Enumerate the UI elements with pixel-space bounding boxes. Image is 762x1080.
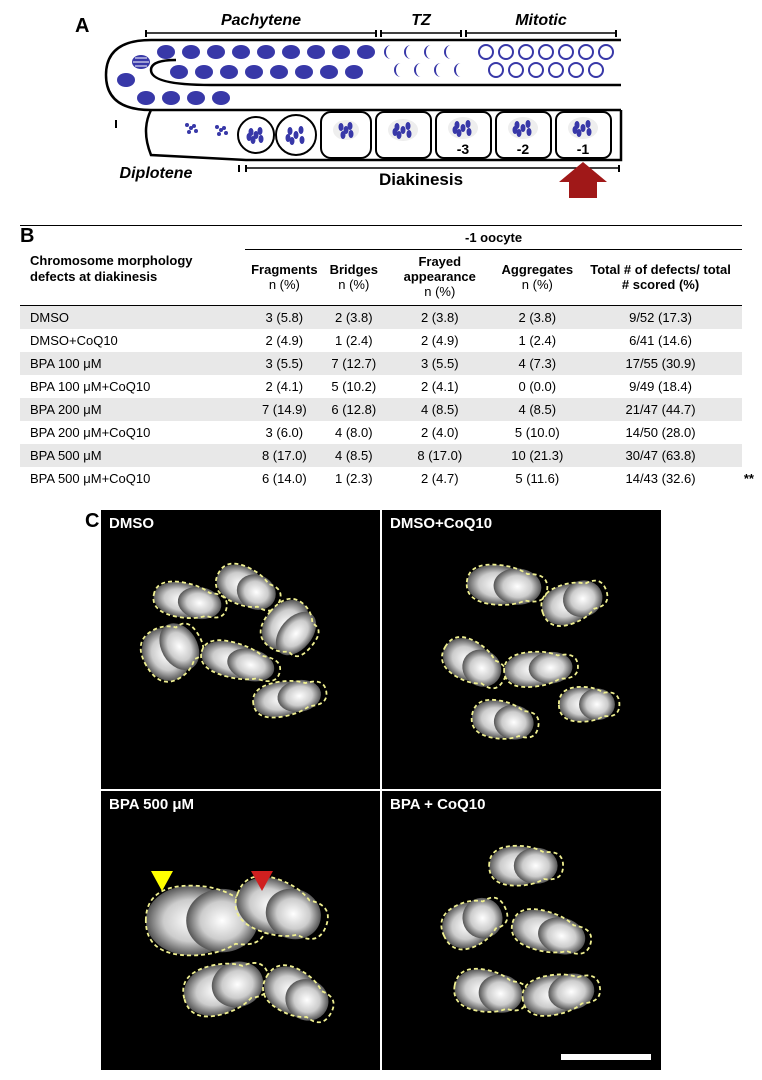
table-cell: 5 (10.2) bbox=[324, 375, 384, 398]
chromosome-render bbox=[382, 791, 661, 1070]
micrograph-label: DMSO bbox=[109, 515, 154, 532]
panel-b-label: B bbox=[20, 225, 34, 248]
tz-nuclei bbox=[384, 45, 461, 77]
chromosome-render bbox=[382, 510, 661, 789]
table-title-right: -1 oocyte bbox=[245, 226, 742, 250]
micrograph-2: BPA 500 μM bbox=[101, 791, 380, 1070]
table-cell: 2 (4.0) bbox=[384, 421, 496, 444]
table-cell: BPA 100 μM bbox=[20, 352, 245, 375]
table-cell: 9/52 (17.3) bbox=[579, 306, 742, 330]
defects-table: Chromosome morphology defects at diakine… bbox=[20, 225, 742, 490]
table-row: BPA 500 μM+CoQ106 (14.0)1 (2.3)2 (4.7)5 … bbox=[20, 467, 742, 490]
panel-a-diagram: A Pachytene TZ Mitotic bbox=[20, 10, 742, 210]
table-row: BPA 500 μM8 (17.0)4 (8.5)8 (17.0)10 (21.… bbox=[20, 444, 742, 467]
table-row: BPA 200 μM7 (14.9)6 (12.8)4 (8.5)4 (8.5)… bbox=[20, 398, 742, 421]
table-cell: 1 (2.4) bbox=[496, 329, 580, 352]
table-cell: 30/47 (63.8) bbox=[579, 444, 742, 467]
table-cell: 6 (14.0) bbox=[245, 467, 323, 490]
column-header: Fragmentsn (%) bbox=[245, 250, 323, 306]
stage-diplotene: Diplotene bbox=[120, 165, 193, 182]
table-cell: DMSO+CoQ10 bbox=[20, 329, 245, 352]
column-header: Aggregatesn (%) bbox=[496, 250, 580, 306]
stage-pachytene: Pachytene bbox=[221, 12, 301, 29]
table-cell: 5 (10.0) bbox=[496, 421, 580, 444]
table-cell: 4 (8.5) bbox=[384, 398, 496, 421]
micrograph-0: DMSO bbox=[101, 510, 380, 789]
table-cell: 0 (0.0) bbox=[496, 375, 580, 398]
table-cell: 4 (8.5) bbox=[496, 398, 580, 421]
table-cell: 14/50 (28.0) bbox=[579, 421, 742, 444]
table-cell: 4 (7.3) bbox=[496, 352, 580, 375]
table-cell: BPA 100 μM+CoQ10 bbox=[20, 375, 245, 398]
table-cell: 3 (5.8) bbox=[245, 306, 323, 330]
table-cell: 14/43 (32.6)** bbox=[579, 467, 742, 490]
chromosome-render bbox=[101, 510, 380, 789]
micrograph-label: BPA 500 μM bbox=[109, 796, 194, 813]
table-cell: 8 (17.0) bbox=[245, 444, 323, 467]
arrowhead-icon bbox=[151, 871, 173, 891]
table-cell: 7 (14.9) bbox=[245, 398, 323, 421]
mitotic-nuclei bbox=[479, 45, 613, 77]
table-cell: 17/55 (30.9) bbox=[579, 352, 742, 375]
table-cell: 2 (3.8) bbox=[324, 306, 384, 330]
table-cell: 9/49 (18.4) bbox=[579, 375, 742, 398]
table-cell: 6/41 (14.6) bbox=[579, 329, 742, 352]
table-cell: 2 (4.9) bbox=[384, 329, 496, 352]
table-cell: 2 (4.7) bbox=[384, 467, 496, 490]
table-row: DMSO3 (5.8)2 (3.8)2 (3.8)2 (3.8)9/52 (17… bbox=[20, 306, 742, 330]
column-header: Bridgesn (%) bbox=[324, 250, 384, 306]
micrograph-1: DMSO+CoQ10 bbox=[382, 510, 661, 789]
svg-text:-1: -1 bbox=[577, 141, 590, 157]
micrograph-3: BPA + CoQ10 bbox=[382, 791, 661, 1070]
table-cell: 21/47 (44.7) bbox=[579, 398, 742, 421]
table-cell: 6 (12.8) bbox=[324, 398, 384, 421]
panel-b-table: B Chromosome morphology defects at diaki… bbox=[20, 225, 742, 490]
micrograph-label: DMSO+CoQ10 bbox=[390, 515, 492, 532]
diakinesis-oocytes: -3 -2 -1 bbox=[238, 112, 611, 158]
table-cell: BPA 500 μM bbox=[20, 444, 245, 467]
pachytene-nuclei bbox=[117, 45, 375, 105]
table-row: BPA 100 μM+CoQ102 (4.1)5 (10.2)2 (4.1)0 … bbox=[20, 375, 742, 398]
table-cell: 2 (4.9) bbox=[245, 329, 323, 352]
table-cell: 1 (2.4) bbox=[324, 329, 384, 352]
table-cell: 2 (4.1) bbox=[245, 375, 323, 398]
chromosome-render bbox=[101, 791, 380, 1070]
panel-c-micrographs: C DMSO DMSO+CoQ10 BPA 500 μM BPA + CoQ10 bbox=[20, 510, 742, 1070]
column-header: Frayed appearancen (%) bbox=[384, 250, 496, 306]
scale-bar bbox=[561, 1054, 651, 1060]
table-cell: 5 (11.6) bbox=[496, 467, 580, 490]
panel-c-label: C bbox=[85, 510, 99, 533]
table-cell: 4 (8.0) bbox=[324, 421, 384, 444]
table-cell: BPA 200 μM bbox=[20, 398, 245, 421]
table-cell: BPA 500 μM+CoQ10 bbox=[20, 467, 245, 490]
stage-tz: TZ bbox=[411, 12, 432, 29]
svg-text:-3: -3 bbox=[457, 141, 470, 157]
arrowhead-icon bbox=[251, 871, 273, 891]
table-cell: 3 (6.0) bbox=[245, 421, 323, 444]
table-title-left: Chromosome morphology defects at diakine… bbox=[30, 247, 239, 284]
table-cell: 2 (3.8) bbox=[384, 306, 496, 330]
table-row: DMSO+CoQ102 (4.9)1 (2.4)2 (4.9)1 (2.4)6/… bbox=[20, 329, 742, 352]
stage-mitotic: Mitotic bbox=[515, 12, 567, 29]
table-cell: 2 (3.8) bbox=[496, 306, 580, 330]
table-cell: 1 (2.3) bbox=[324, 467, 384, 490]
table-cell: 3 (5.5) bbox=[384, 352, 496, 375]
micrograph-label: BPA + CoQ10 bbox=[390, 796, 485, 813]
table-cell: 4 (8.5) bbox=[324, 444, 384, 467]
panel-a-label: A bbox=[75, 15, 89, 38]
gonad-diagram: Pachytene TZ Mitotic bbox=[91, 10, 671, 200]
table-cell: DMSO bbox=[20, 306, 245, 330]
table-cell: 2 (4.1) bbox=[384, 375, 496, 398]
table-row: BPA 200 μM+CoQ103 (6.0)4 (8.0)2 (4.0)5 (… bbox=[20, 421, 742, 444]
diplotene-nuclei bbox=[185, 123, 228, 136]
svg-text:-2: -2 bbox=[517, 141, 530, 157]
table-cell: BPA 200 μM+CoQ10 bbox=[20, 421, 245, 444]
column-header: Total # of defects/ total # scored (%) bbox=[579, 250, 742, 306]
table-row: BPA 100 μM3 (5.5)7 (12.7)3 (5.5)4 (7.3)1… bbox=[20, 352, 742, 375]
table-cell: 7 (12.7) bbox=[324, 352, 384, 375]
table-cell: 8 (17.0) bbox=[384, 444, 496, 467]
table-cell: 3 (5.5) bbox=[245, 352, 323, 375]
stage-diakinesis: Diakinesis bbox=[379, 170, 463, 189]
table-cell: 10 (21.3) bbox=[496, 444, 580, 467]
